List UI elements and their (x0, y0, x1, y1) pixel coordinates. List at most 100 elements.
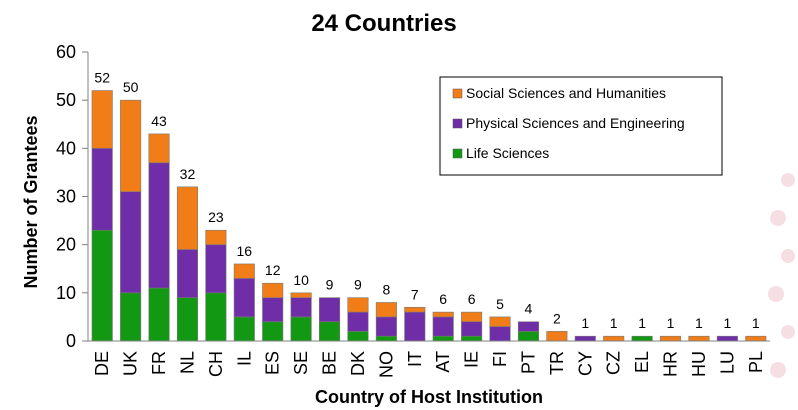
x-tick-label: UK (121, 351, 141, 376)
legend-label: Physical Sciences and Engineering (466, 115, 685, 131)
x-tick-label: CH (206, 351, 226, 377)
bar-total-label: 6 (468, 291, 476, 307)
bar-segment (347, 331, 369, 342)
bar-segment (120, 99, 142, 192)
bar-segment (233, 278, 255, 318)
x-tick-label: HR (661, 351, 681, 377)
bar-segment (716, 335, 738, 342)
chart-title: 24 Countries (311, 10, 456, 37)
bar-total-label: 52 (94, 70, 110, 86)
y-axis-title: Number of Grantees (21, 115, 41, 288)
bar-segment (375, 302, 397, 318)
bar-segment (660, 335, 682, 342)
bar-segment (262, 321, 284, 342)
bar-segment (120, 292, 142, 342)
bar-segment (461, 335, 483, 342)
x-tick-label: IT (405, 351, 425, 367)
bar-segment (489, 326, 511, 342)
bar-segment (176, 249, 198, 298)
bar-total-label: 8 (382, 281, 390, 297)
bar-total-label: 9 (354, 277, 362, 293)
bar-segment (461, 321, 483, 337)
bar-segment (91, 90, 113, 149)
bar-segment (517, 321, 539, 332)
bar-segment (517, 331, 539, 342)
x-tick-label: FR (149, 351, 169, 375)
bar-total-label: 1 (723, 315, 731, 331)
axes (87, 52, 770, 342)
x-tick-label: LU (717, 351, 737, 374)
bar-segment (745, 335, 767, 342)
legend-swatch (452, 148, 463, 159)
bar-total-label: 32 (180, 166, 196, 182)
y-tick-label: 20 (56, 235, 76, 255)
x-tick-label: CZ (604, 351, 624, 375)
bar-segment (205, 244, 227, 294)
bar-total-label: 9 (326, 277, 334, 293)
bar-total-label: 50 (123, 79, 139, 95)
bar-segment (574, 335, 596, 342)
x-tick-label: DE (92, 351, 112, 376)
x-tick-label: HU (689, 351, 709, 377)
bar-segment (432, 316, 454, 337)
y-tick-label: 50 (56, 90, 76, 110)
x-tick-label: PL (746, 351, 766, 373)
bar-total-label: 1 (638, 315, 646, 331)
x-tick-label: ES (263, 351, 283, 375)
bar-total-label: 1 (581, 315, 589, 331)
x-tick-label: DK (348, 351, 368, 376)
background-decoration (768, 173, 795, 378)
bar-segment (546, 331, 568, 342)
x-tick-label: IE (462, 351, 482, 368)
bar-segment (347, 311, 369, 332)
bar-segment (375, 335, 397, 342)
y-tick-label: 30 (56, 187, 76, 207)
bar-segment (120, 191, 142, 294)
y-axis-ticks: 0 10 20 30 40 50 60 (56, 42, 88, 351)
x-tick-label: AT (433, 351, 453, 373)
bar-segment (205, 292, 227, 342)
y-tick-label: 60 (56, 42, 76, 62)
bar-segment (262, 282, 284, 298)
x-tick-label: CY (575, 351, 595, 376)
y-tick-label: 0 (66, 331, 76, 351)
bar-total-label: 12 (265, 262, 281, 278)
bar-segment (262, 297, 284, 323)
bar-total-label: 5 (496, 296, 504, 312)
x-tick-label: IL (234, 351, 254, 366)
x-tick-label: NO (376, 351, 396, 378)
x-tick-label: EL (632, 351, 652, 373)
bar-segment (404, 306, 426, 313)
bar-total-label: 43 (151, 113, 167, 129)
bar-total-label: 1 (610, 315, 618, 331)
bar-total-label: 1 (667, 315, 675, 331)
bar-segment (631, 335, 653, 342)
bar-segment (603, 335, 625, 342)
legend-swatch (452, 118, 463, 129)
category-labels: DE UK FR NL CH IL ES SE BE DK NO IT AT IE FI PT TR CY CZ EL… (92, 351, 766, 378)
bar-segment (461, 311, 483, 323)
x-tick-label: PT (518, 351, 538, 374)
bar-segment (688, 335, 710, 342)
bar-segment (489, 316, 511, 327)
x-tick-label: BE (320, 351, 340, 375)
bar-segment (148, 133, 170, 164)
bar-segment (404, 311, 426, 342)
bar-segment (432, 311, 454, 318)
x-tick-label: TR (547, 351, 567, 375)
bar-segment (319, 321, 341, 342)
x-tick-label: NL (177, 351, 197, 374)
legend-label: Social Sciences and Humanities (466, 85, 666, 101)
legend-label: Life Sciences (466, 145, 549, 161)
bar-total-label: 2 (553, 310, 561, 326)
bar-total-label: 7 (411, 286, 419, 302)
bar-segment (290, 316, 312, 342)
bar-segment (290, 292, 312, 298)
bar-segment (148, 162, 170, 289)
bar-segment (91, 229, 113, 342)
x-tick-label: FI (490, 351, 510, 367)
bar-total-label: 1 (752, 315, 760, 331)
bars (91, 90, 767, 342)
bar-segment (233, 263, 255, 279)
